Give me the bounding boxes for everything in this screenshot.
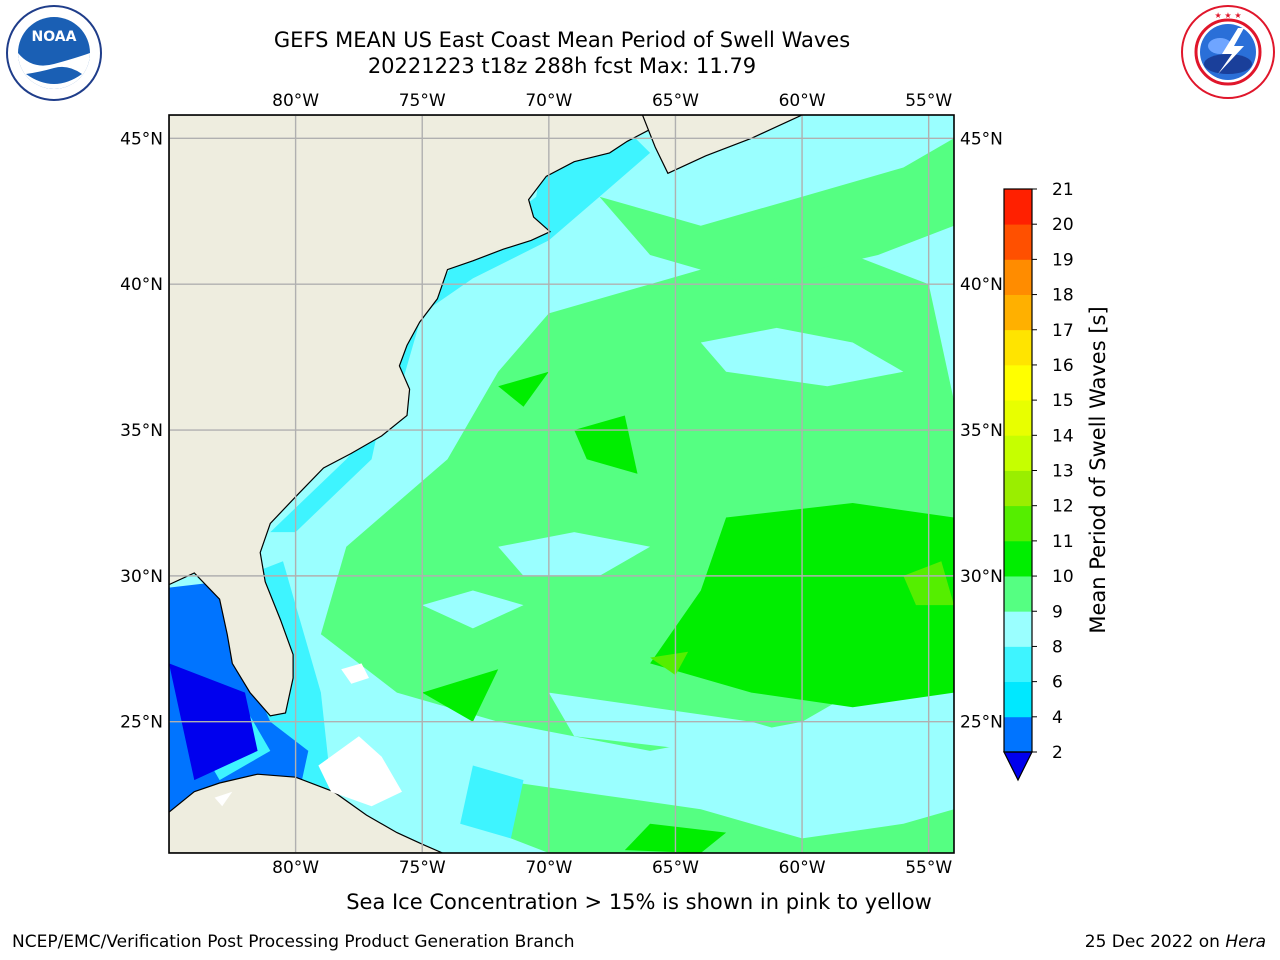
colorbar-tick-label: 19 [1052, 250, 1074, 270]
svg-text:★ ★ ★: ★ ★ ★ [1214, 11, 1241, 20]
colorbar-segment [1004, 646, 1032, 683]
map-frame [168, 114, 955, 854]
swell-period-area [472, 780, 954, 853]
lon-tick-label: 65°W [652, 91, 699, 111]
colorbar-tick-label: 17 [1052, 321, 1074, 341]
colorbar-segment [1004, 435, 1032, 471]
lon-tick-label: 60°W [779, 91, 826, 111]
colorbar-tick-label: 11 [1052, 532, 1074, 552]
colorbar-segment [1004, 329, 1032, 366]
colorbar-tick-label: 20 [1052, 215, 1074, 235]
colorbar-segment [1004, 189, 1032, 225]
colorbar-extend-min [1003, 751, 1033, 782]
no-data-area [318, 736, 402, 807]
map-axis-labels: 80°W 80°W 75°W 75°W 70°W 70°W 65°W 65°W 60°W 60°W… [120, 91, 1003, 878]
lat-tick-label: 40°N [960, 275, 1003, 295]
swell-period-area [422, 669, 499, 722]
swell-period-area [498, 371, 549, 407]
land-north-america [169, 115, 694, 717]
colorbar-segment [1004, 400, 1032, 436]
colorbar-tick-label: 15 [1052, 391, 1074, 411]
lat-tick-label: 45°N [120, 129, 163, 149]
lat-tick-label: 35°N [960, 421, 1003, 441]
lon-tick-label: 60°W [779, 858, 826, 878]
lon-tick-label: 75°W [399, 91, 446, 111]
colorbar-segment [1004, 364, 1032, 401]
colorbar-tick-label: 21 [1052, 180, 1074, 200]
no-data-area [214, 791, 233, 807]
footer-date: 25 Dec 2022 on Hera [1085, 932, 1266, 952]
footer-host: Hera [1225, 932, 1266, 952]
colorbar-segment [1004, 611, 1032, 647]
swell-period-area [460, 765, 524, 839]
colorbar-tick-label: 10 [1052, 567, 1074, 587]
colorbar-segment [1004, 470, 1032, 507]
lat-tick-label: 30°N [960, 567, 1003, 587]
chart-subtitle: 20221223 t18z 288h fcst Max: 11.79 [367, 54, 757, 78]
colorbar-segment [1004, 294, 1032, 331]
colorbar-segment [1004, 681, 1032, 718]
colorbar-segment [1004, 224, 1032, 260]
lat-tick-label: 25°N [120, 713, 163, 733]
lon-tick-label: 70°W [525, 91, 572, 111]
lon-tick-label: 70°W [525, 858, 572, 878]
lat-tick-label: 35°N [120, 421, 163, 441]
footer-credit: NCEP/EMC/Verification Post Processing Pr… [12, 932, 575, 952]
lat-tick-label: 25°N [960, 713, 1003, 733]
colorbar-tick-label: 9 [1052, 602, 1063, 622]
land-nova-scotia [641, 115, 803, 175]
footer-date-text: 25 Dec 2022 on [1084, 932, 1226, 952]
lon-tick-label: 75°W [399, 858, 446, 878]
colorbar: 2 4 6 8 9 10 11 12 13 14 15 16 17 18 19 20 21 [1003, 180, 1074, 782]
swell-period-area [498, 532, 651, 576]
colorbar-segment [1004, 716, 1032, 753]
swell-period-area [422, 590, 524, 629]
colorbar-tick-label: 6 [1052, 673, 1063, 693]
lon-tick-label: 55°W [905, 91, 952, 111]
map-area [169, 115, 954, 853]
colorbar-tick-label: 8 [1052, 637, 1063, 657]
lon-tick-label: 55°W [905, 858, 952, 878]
sea-ice-note-text: Sea Ice Concentration > 15% is shown in … [346, 890, 932, 914]
colorbar-segment [1004, 540, 1032, 577]
lon-tick-label: 80°W [272, 858, 319, 878]
colorbar-tick-label: 12 [1052, 497, 1074, 517]
colorbar-tick-label: 18 [1052, 286, 1074, 306]
lat-tick-label: 30°N [120, 567, 163, 587]
colorbar-label: Mean Period of Swell Waves [s] [1086, 306, 1110, 634]
chart-title: GEFS MEAN US East Coast Mean Period of S… [273, 28, 851, 52]
colorbar-segment [1004, 505, 1032, 542]
lat-tick-label: 40°N [120, 275, 163, 295]
land-cuba [169, 773, 443, 853]
colorbar-segment [1004, 259, 1032, 295]
noaa-logo: NOAA [6, 5, 102, 101]
noaa-logo-text: NOAA [32, 29, 77, 45]
colorbar-tick-label: 16 [1052, 356, 1074, 376]
colorbar-segment [1004, 576, 1032, 612]
no-data-area [341, 663, 369, 684]
lon-tick-label: 80°W [272, 91, 319, 111]
colorbar-tick-label: 4 [1052, 708, 1063, 728]
swell-period-area [650, 651, 689, 676]
lon-tick-label: 65°W [652, 858, 699, 878]
nws-logo: ★ ★ ★ [1181, 5, 1275, 99]
colorbar-tick-label: 13 [1052, 462, 1074, 482]
colorbar-tick-label: 2 [1052, 743, 1063, 763]
sea-ice-note: Sea Ice Concentration > 15% is shown in … [0, 890, 1280, 914]
swell-period-area [599, 138, 954, 285]
colorbar-tick-label: 14 [1052, 426, 1074, 446]
lat-tick-label: 45°N [960, 129, 1003, 149]
swell-period-area [270, 115, 651, 533]
